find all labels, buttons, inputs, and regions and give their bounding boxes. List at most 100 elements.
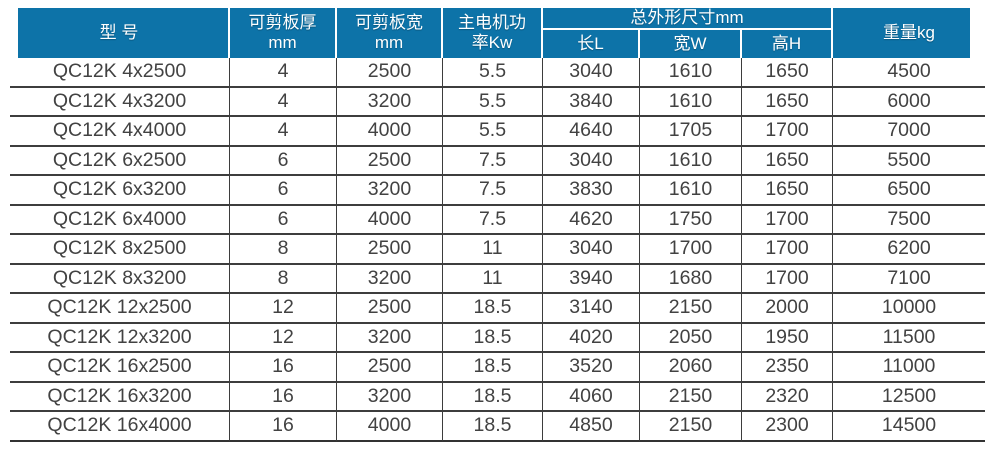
col-header-height-h: 高H [742,30,834,58]
cell-length-l: 3940 [543,264,640,294]
cell-weight-kg: 6500 [833,176,986,206]
cell-weight-kg: 5500 [833,147,986,176]
col-header-overall-dimensions-group: 总外形尺寸mm [543,8,834,30]
cell-shear-width-mm: 4000 [337,412,443,442]
cell-motor-power-kw: 7.5 [443,146,543,176]
cell-width-w: 1610 [640,58,742,88]
col-header-model: 型 号 [10,8,230,58]
cell-shear-width-mm: 2500 [337,58,443,88]
cell-width-w: 1700 [640,235,742,265]
cell-shear-width-mm: 4000 [337,117,443,147]
table-row: QC12K 4x3200 4 3200 5.5 3840 1610 1650 6000 [10,87,986,117]
cell-model: QC12K 4x2500 [10,58,230,88]
cell-length-l: 4620 [543,205,640,235]
col-header-shear-width: 可剪板宽 mm [337,8,443,58]
cell-shear-thickness-mm: 16 [230,382,337,412]
table-row: QC12K 16x4000 16 4000 18.5 4850 2150 2300 14500 [10,412,986,442]
cell-weight-kg: 12500 [833,383,986,412]
cell-height-h: 2350 [742,353,834,383]
cell-height-h: 2320 [742,382,834,412]
col-header-width-w: 宽W [640,30,742,58]
col-header-motor-power: 主电机功 率Kw [443,8,543,58]
table-row: QC12K 12x3200 12 3200 18.5 4020 2050 1950 11500 [10,323,986,353]
cell-height-h: 1950 [742,323,834,353]
cell-length-l: 3040 [543,235,640,265]
cell-shear-width-mm: 3200 [337,264,443,294]
cell-weight-kg: 4500 [833,58,986,88]
cell-shear-width-mm: 2500 [337,235,443,265]
table-row: QC12K 6x3200 6 3200 7.5 3830 1610 1650 6500 [10,176,986,206]
cell-shear-thickness-mm: 4 [230,87,337,117]
table-row: QC12K 8x2500 8 2500 11 3040 1700 1700 6200 [10,235,986,265]
col-header-line: 可剪板宽 [355,13,423,32]
cell-height-h: 1700 [742,264,834,294]
cell-model: QC12K 12x3200 [10,323,230,353]
table-row: QC12K 12x2500 12 2500 18.5 3140 2150 2000 10000 [10,294,986,324]
col-header-line: 主电机功 [458,13,526,32]
cell-width-w: 2150 [640,294,742,324]
cell-motor-power-kw: 18.5 [443,382,543,412]
cell-weight-kg: 6200 [833,235,986,265]
cell-shear-thickness-mm: 16 [230,412,337,442]
cell-length-l: 3040 [543,146,640,176]
cell-motor-power-kw: 5.5 [443,117,543,147]
cell-shear-width-mm: 4000 [337,205,443,235]
cell-motor-power-kw: 18.5 [443,353,543,383]
cell-length-l: 3140 [543,294,640,324]
table-row: QC12K 8x3200 8 3200 11 3940 1680 1700 7100 [10,264,986,294]
cell-width-w: 1680 [640,264,742,294]
cell-weight-kg: 7000 [833,117,986,147]
table-header: 型 号 可剪板厚 mm 可剪板宽 mm 主电机功 率Kw 总外形尺寸mm 重量k… [10,8,986,58]
cell-height-h: 1650 [742,87,834,117]
cell-motor-power-kw: 18.5 [443,412,543,442]
col-header-shear-thickness: 可剪板厚 mm [230,8,337,58]
cell-motor-power-kw: 11 [443,235,543,265]
cell-weight-kg: 11000 [833,353,986,383]
table-body: QC12K 4x2500 4 2500 5.5 3040 1610 1650 4500 QC12… [10,58,986,442]
cell-weight-kg: 10000 [833,294,986,324]
cell-model: QC12K 16x2500 [10,353,230,383]
cell-motor-power-kw: 7.5 [443,176,543,206]
cell-height-h: 2300 [742,412,834,442]
cell-length-l: 3830 [543,176,640,206]
cell-shear-width-mm: 3200 [337,87,443,117]
cell-width-w: 2150 [640,382,742,412]
cell-width-w: 1705 [640,117,742,147]
cell-model: QC12K 6x3200 [10,176,230,206]
cell-width-w: 1750 [640,205,742,235]
cell-length-l: 4020 [543,323,640,353]
cell-width-w: 2050 [640,323,742,353]
cell-model: QC12K 12x2500 [10,294,230,324]
cell-model: QC12K 8x2500 [10,235,230,265]
cell-model: QC12K 16x4000 [10,412,230,442]
cell-shear-width-mm: 2500 [337,294,443,324]
cell-shear-thickness-mm: 4 [230,58,337,88]
cell-shear-thickness-mm: 16 [230,353,337,383]
table-row: QC12K 4x2500 4 2500 5.5 3040 1610 1650 4500 [10,58,986,88]
cell-shear-width-mm: 2500 [337,146,443,176]
col-header-unit: mm [268,33,297,52]
cell-motor-power-kw: 5.5 [443,87,543,117]
cell-width-w: 1610 [640,176,742,206]
col-header-length-l: 长L [543,30,640,58]
cell-model: QC12K 16x3200 [10,382,230,412]
cell-shear-width-mm: 3200 [337,323,443,353]
cell-width-w: 1610 [640,87,742,117]
col-header-line: 可剪板厚 [248,13,317,32]
cell-shear-thickness-mm: 8 [230,235,337,265]
cell-height-h: 2000 [742,294,834,324]
table-row: QC12K 16x3200 16 3200 18.5 4060 2150 2320 12500 [10,382,986,412]
col-header-weight: 重量kg [833,8,986,58]
cell-motor-power-kw: 18.5 [443,323,543,353]
cell-length-l: 4850 [543,412,640,442]
cell-shear-width-mm: 2500 [337,353,443,383]
cell-weight-kg: 6000 [833,88,986,117]
cell-motor-power-kw: 11 [443,264,543,294]
cell-weight-kg: 14500 [833,412,986,442]
cell-weight-kg: 11500 [833,324,986,353]
cell-width-w: 2150 [640,412,742,442]
cell-shear-thickness-mm: 8 [230,264,337,294]
cell-model: QC12K 4x3200 [10,87,230,117]
header-row-top: 型 号 可剪板厚 mm 可剪板宽 mm 主电机功 率Kw 总外形尺寸mm 重量k… [10,8,986,58]
cell-weight-kg: 7100 [833,265,986,294]
